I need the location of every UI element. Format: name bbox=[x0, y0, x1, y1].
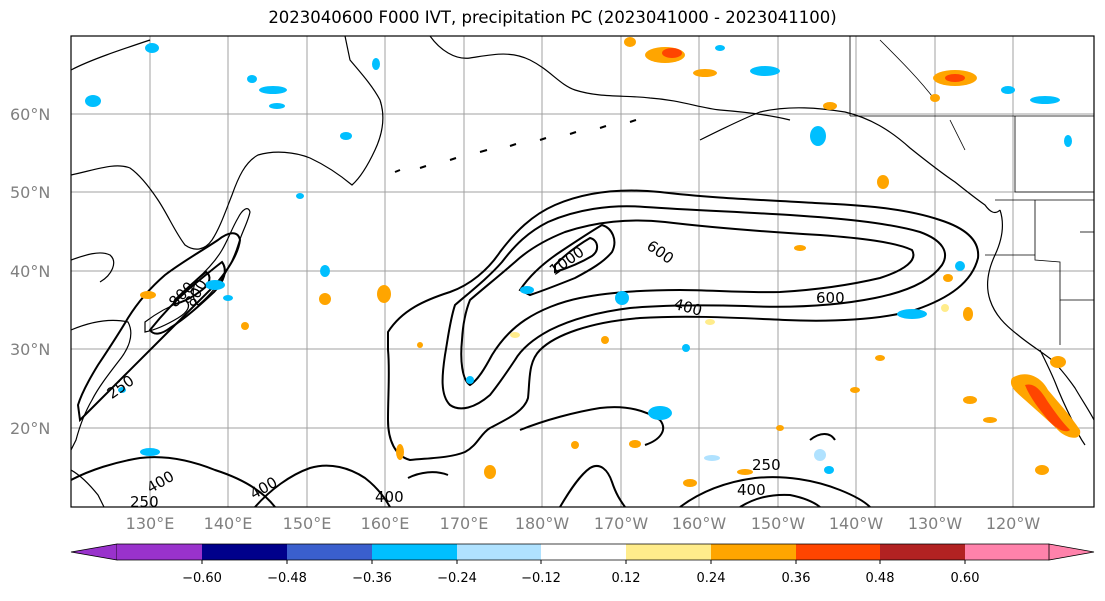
colorbar-swatch bbox=[965, 544, 1049, 560]
lat-label: 40°N bbox=[10, 262, 51, 281]
lon-label: 170°E bbox=[439, 514, 489, 533]
lon-label: 130°E bbox=[125, 514, 175, 533]
colorbar bbox=[70, 543, 1095, 564]
ivt-contours bbox=[71, 189, 980, 507]
colorbar-swatch bbox=[457, 544, 541, 560]
lat-label: 30°N bbox=[10, 340, 51, 359]
colorbar-swatch bbox=[372, 544, 457, 560]
political-borders bbox=[849, 36, 1094, 345]
lat-label: 20°N bbox=[10, 419, 51, 438]
precip-negative bbox=[85, 43, 1072, 474]
colorbar-tick-label: 0.60 bbox=[950, 571, 980, 586]
colorbar-swatch bbox=[880, 544, 965, 560]
colorbar-tick-label: 0.12 bbox=[611, 571, 641, 586]
colorbar-tick-label: −0.36 bbox=[352, 571, 392, 586]
lon-label: 170°W bbox=[593, 514, 649, 533]
contour-label: 250 bbox=[752, 456, 781, 474]
colorbar-tick-label: 0.48 bbox=[865, 571, 895, 586]
contour-label: 400 bbox=[737, 481, 766, 499]
colorbar-tick-label: −0.60 bbox=[182, 571, 222, 586]
map-title: 2023040600 F000 IVT, precipitation PC (2… bbox=[268, 8, 837, 27]
lon-label: 160°E bbox=[360, 514, 410, 533]
lat-label: 50°N bbox=[10, 183, 51, 202]
contour-label: 600 bbox=[816, 289, 845, 307]
colorbar-swatch bbox=[796, 544, 880, 560]
lon-label: 120°W bbox=[985, 514, 1041, 533]
colorbar-swatch bbox=[202, 544, 287, 560]
colorbar-extend-low bbox=[70, 543, 118, 561]
colorbar-swatch bbox=[287, 544, 372, 560]
colorbar-swatch bbox=[541, 544, 626, 560]
colorbar-swatch bbox=[711, 544, 796, 560]
lon-label: 150°E bbox=[282, 514, 332, 533]
lon-label: 160°W bbox=[671, 514, 727, 533]
map-canvas: 600 600 400 1000 800 250 250 400 400 400… bbox=[71, 36, 1094, 511]
colorbar-tick-label: −0.24 bbox=[437, 571, 477, 586]
colorbar-tick-label: 0.36 bbox=[781, 571, 811, 586]
contour-label: 400 bbox=[375, 488, 404, 506]
colorbar-swatch bbox=[117, 544, 202, 560]
lat-label: 60°N bbox=[10, 105, 51, 124]
colorbar-tick-label: −0.12 bbox=[521, 571, 561, 586]
contour-label: 600 bbox=[643, 237, 677, 268]
lon-label: 130°W bbox=[907, 514, 963, 533]
lon-label: 150°W bbox=[750, 514, 806, 533]
colorbar-swatch bbox=[626, 544, 711, 560]
colorbar-extend-high bbox=[1048, 543, 1095, 561]
map-frame bbox=[70, 35, 1095, 508]
lon-label: 180°W bbox=[514, 514, 570, 533]
colorbar-tick-label: −0.48 bbox=[267, 571, 307, 586]
lon-label: 140°W bbox=[828, 514, 884, 533]
contour-label: 250 bbox=[130, 493, 159, 511]
coastlines bbox=[71, 36, 1094, 507]
lon-label: 140°E bbox=[203, 514, 253, 533]
contour-label: 250 bbox=[104, 371, 138, 402]
gridlines bbox=[71, 36, 1094, 507]
colorbar-tick-label: 0.24 bbox=[696, 571, 726, 586]
precip-positive bbox=[140, 37, 1081, 487]
